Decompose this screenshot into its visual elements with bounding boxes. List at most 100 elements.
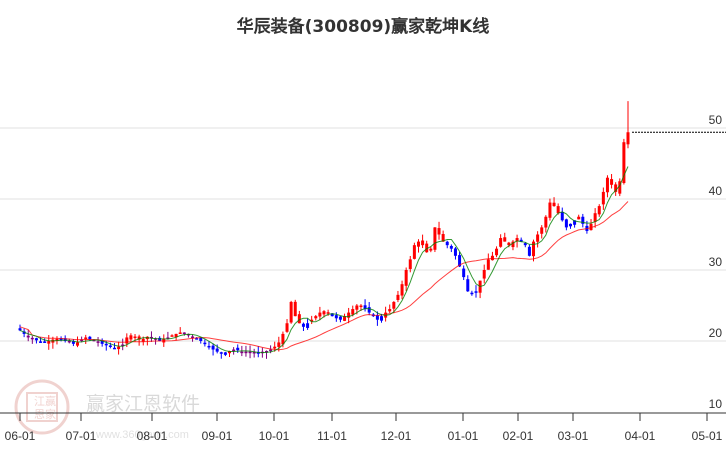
candle (84, 337, 88, 340)
svg-text:www.360gann.com: www.360gann.com (95, 429, 189, 441)
candle (433, 227, 437, 250)
candle (141, 338, 145, 342)
candle (96, 341, 100, 343)
svg-text:江: 江 (34, 395, 45, 408)
x-tick-label: 05-01 (692, 429, 723, 443)
candle (232, 349, 236, 352)
candle (47, 341, 51, 344)
candle (453, 248, 457, 256)
x-axis: 06-01 07-01 08-01 09-01 10-01 11-01 12-01 01-01… (0, 412, 726, 443)
candle (515, 238, 519, 242)
candle (137, 336, 141, 340)
candle (18, 328, 22, 331)
candle (503, 237, 507, 242)
candle (412, 245, 416, 259)
candle (351, 309, 355, 315)
candle (511, 241, 515, 248)
candle (334, 315, 338, 319)
candle (199, 337, 203, 341)
y-tick-label: 50 (709, 113, 723, 127)
candle (486, 259, 490, 270)
x-tick-label: 11-01 (317, 429, 347, 443)
candle (314, 316, 318, 319)
candle (359, 305, 363, 308)
candle (416, 241, 420, 247)
candle (80, 339, 84, 342)
candle (30, 337, 34, 340)
candle (269, 349, 273, 352)
candle (166, 337, 170, 339)
candle (614, 184, 618, 192)
candle (499, 238, 503, 247)
candle (100, 340, 104, 344)
x-tick-label: 06-01 (5, 429, 36, 443)
candle (248, 351, 252, 354)
candle (589, 223, 593, 231)
candle (622, 142, 626, 183)
candle (449, 245, 453, 249)
candle (293, 301, 297, 317)
candle (392, 301, 396, 309)
chart-title: 华辰装备(300809)赢家乾坤K线 (236, 17, 490, 37)
candle (178, 332, 182, 334)
x-tick-label: 07-01 (66, 429, 97, 443)
candle (425, 243, 429, 253)
candle (228, 350, 232, 354)
candle (174, 333, 178, 338)
candle (211, 345, 215, 350)
y-axis-labels: 10 20 30 40 50 (709, 113, 723, 411)
candle (507, 242, 511, 246)
candle (39, 341, 43, 343)
candle (437, 228, 441, 235)
candle (322, 311, 326, 315)
candle (22, 331, 26, 334)
candle (466, 279, 470, 292)
candle (26, 335, 30, 338)
candle (108, 345, 112, 347)
candle (548, 202, 552, 218)
candle (297, 314, 301, 324)
candle (343, 316, 347, 321)
candle (523, 243, 527, 246)
candle (240, 351, 244, 354)
candle (429, 248, 433, 251)
candle (462, 268, 466, 278)
candle (474, 291, 478, 293)
candle (43, 341, 47, 343)
candle (593, 213, 597, 222)
candle (482, 270, 486, 279)
candle (326, 312, 330, 314)
candle (207, 345, 211, 348)
candle (610, 179, 614, 185)
candle (404, 270, 408, 286)
candle (133, 336, 137, 339)
candle (568, 223, 572, 227)
candle (129, 335, 133, 340)
ma-long-line (19, 201, 629, 351)
x-tick-label: 03-01 (558, 429, 589, 443)
candlesticks (18, 101, 630, 359)
candle (445, 241, 449, 246)
candle (285, 323, 289, 332)
candle (470, 292, 474, 295)
candle (347, 312, 351, 318)
candle (149, 336, 153, 339)
candle (301, 323, 305, 327)
candle (408, 259, 412, 269)
candle (76, 342, 80, 346)
candle (626, 132, 630, 145)
candle (564, 219, 568, 228)
candle (581, 216, 585, 224)
candle (67, 340, 71, 343)
candle (318, 312, 322, 317)
x-tick-label: 08-01 (137, 429, 168, 443)
x-tick-label: 12-01 (381, 429, 412, 443)
candle (560, 212, 564, 221)
candle (380, 316, 384, 321)
candle (355, 305, 359, 310)
x-tick-label: 04-01 (625, 429, 656, 443)
candle (34, 338, 38, 341)
candle (618, 181, 622, 194)
watermark-seal-ring (14, 379, 70, 435)
